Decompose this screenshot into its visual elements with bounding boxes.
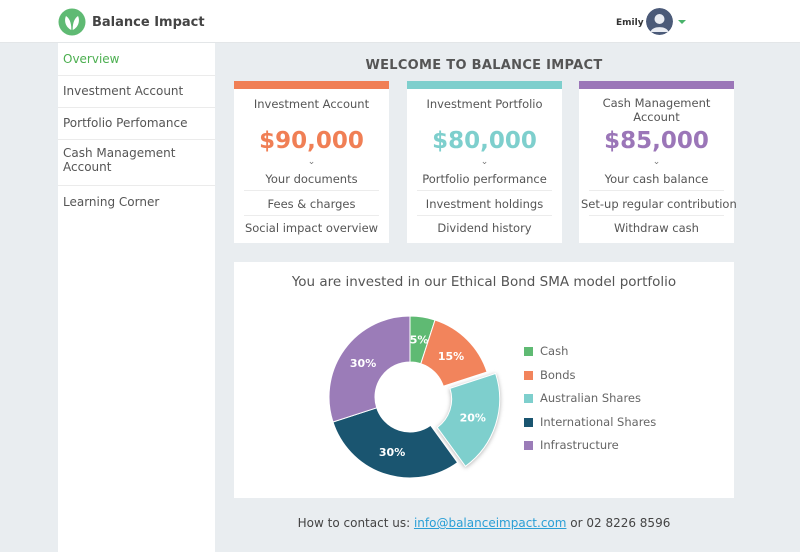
portfolio-performance-link[interactable]: Portfolio performance [422, 172, 547, 186]
legend-label: Cash [540, 344, 569, 358]
sidebar-item-label: Overview [63, 52, 120, 66]
card-amount: $90,000 [259, 128, 364, 154]
card-title[interactable]: Investment Portfolio [426, 97, 543, 111]
divider [417, 215, 552, 216]
legend-swatch [524, 394, 533, 403]
card-title[interactable]: Cash Management Account [602, 96, 711, 124]
chevron-down-icon[interactable]: ⌄ [480, 156, 489, 166]
brand-name[interactable]: Balance Impact [92, 15, 205, 30]
cash-management-card: Cash Management Account $85,000 ⌄ Your c… [579, 81, 737, 243]
divider [589, 190, 724, 191]
investment-account-card: Investment Account $90,000 ⌄ Your docume… [234, 81, 389, 243]
sidebar-item-learning-corner[interactable]: Learning Corner [58, 186, 215, 218]
chevron-down-icon[interactable]: ⌄ [652, 156, 661, 166]
sidebar-item-investment-account[interactable]: Investment Account [58, 76, 215, 108]
top-header: Balance Impact Emily [0, 0, 800, 43]
slice-label-international-shares: 30% [379, 446, 405, 459]
divider [244, 215, 379, 216]
sidebar-item-cash-management[interactable]: Cash Management Account [58, 140, 215, 186]
legend-label: Infrastructure [540, 438, 619, 452]
card-title[interactable]: Investment Account [253, 97, 370, 111]
sidebar-item-label: Cash Management Account [63, 146, 176, 174]
user-avatar-icon [646, 8, 673, 35]
contact-email-link[interactable]: info@balanceimpact.com [413, 516, 567, 530]
sidebar-item-label: Investment Account [63, 84, 184, 98]
card-accent-bar [579, 81, 734, 89]
sidebar-nav: Overview Investment Account Portfolio Pe… [58, 43, 215, 552]
legend-label: Australian Shares [540, 391, 641, 405]
sidebar-item-portfolio-performance[interactable]: Portfolio Perfomance [58, 108, 215, 140]
sidebar-item-overview[interactable]: Overview [58, 43, 215, 76]
slice-bonds[interactable] [420, 319, 488, 387]
withdraw-cash-link[interactable]: Withdraw cash [614, 221, 699, 235]
legend-swatch [524, 370, 533, 380]
slice-label-bonds: 15% [438, 350, 464, 363]
contact-phone: 02 8226 8596 [586, 516, 671, 530]
contact-middle: or [566, 516, 587, 530]
slice-label-infrastructure: 30% [350, 357, 376, 370]
leaf-logo-icon[interactable] [58, 8, 86, 36]
investment-portfolio-card: Investment Portfolio $80,000 ⌄ Portfolio… [407, 81, 562, 243]
regular-contribution-link[interactable]: Set-up regular contribution [581, 197, 737, 211]
chevron-down-icon[interactable]: ⌄ [307, 156, 316, 166]
divider [244, 190, 379, 191]
card-amount: $85,000 [604, 128, 709, 154]
your-documents-link[interactable]: Your documents [265, 172, 358, 186]
slice-infrastructure[interactable] [328, 315, 411, 423]
avatar[interactable] [646, 8, 673, 35]
legend-swatch [524, 417, 533, 427]
slice-australian-shares[interactable] [436, 372, 501, 468]
cash-balance-link[interactable]: Your cash balance [604, 172, 709, 186]
social-impact-link[interactable]: Social impact overview [244, 221, 379, 235]
portfolio-chart-panel: You are invested in our Ethical Bond SMA… [234, 262, 734, 498]
card-amount: $80,000 [432, 128, 537, 154]
legend-label: Bonds [540, 367, 576, 382]
portfolio-donut-chart: 5% 15% 20% 30% 30% [328, 315, 501, 479]
contact-footer: How to contact us: info@balanceimpact.co… [234, 516, 734, 530]
dividend-history-link[interactable]: Dividend history [437, 221, 532, 235]
user-name[interactable]: Emily [616, 18, 644, 28]
card-accent-bar [234, 81, 389, 89]
slice-label-cash: 5% [410, 334, 429, 347]
fees-charges-link[interactable]: Fees & charges [267, 197, 356, 211]
chevron-down-icon[interactable] [678, 20, 686, 24]
contact-prefix: How to contact us: [297, 516, 414, 530]
chart-title: You are invested in our Ethical Bond SMA… [291, 274, 677, 290]
legend-swatch [524, 347, 533, 356]
legend-swatch [524, 441, 533, 450]
divider [589, 215, 724, 216]
page-title: WELCOME TO BALANCE IMPACT [365, 58, 603, 73]
sidebar-item-label: Learning Corner [63, 195, 160, 209]
card-accent-bar [407, 81, 562, 89]
slice-international-shares[interactable] [332, 407, 459, 479]
legend-label: International Shares [540, 414, 657, 429]
sidebar-item-label: Portfolio Perfomance [63, 116, 188, 130]
divider [417, 190, 552, 191]
slice-label-australian-shares: 20% [460, 411, 486, 424]
investment-holdings-link[interactable]: Investment holdings [425, 197, 544, 211]
